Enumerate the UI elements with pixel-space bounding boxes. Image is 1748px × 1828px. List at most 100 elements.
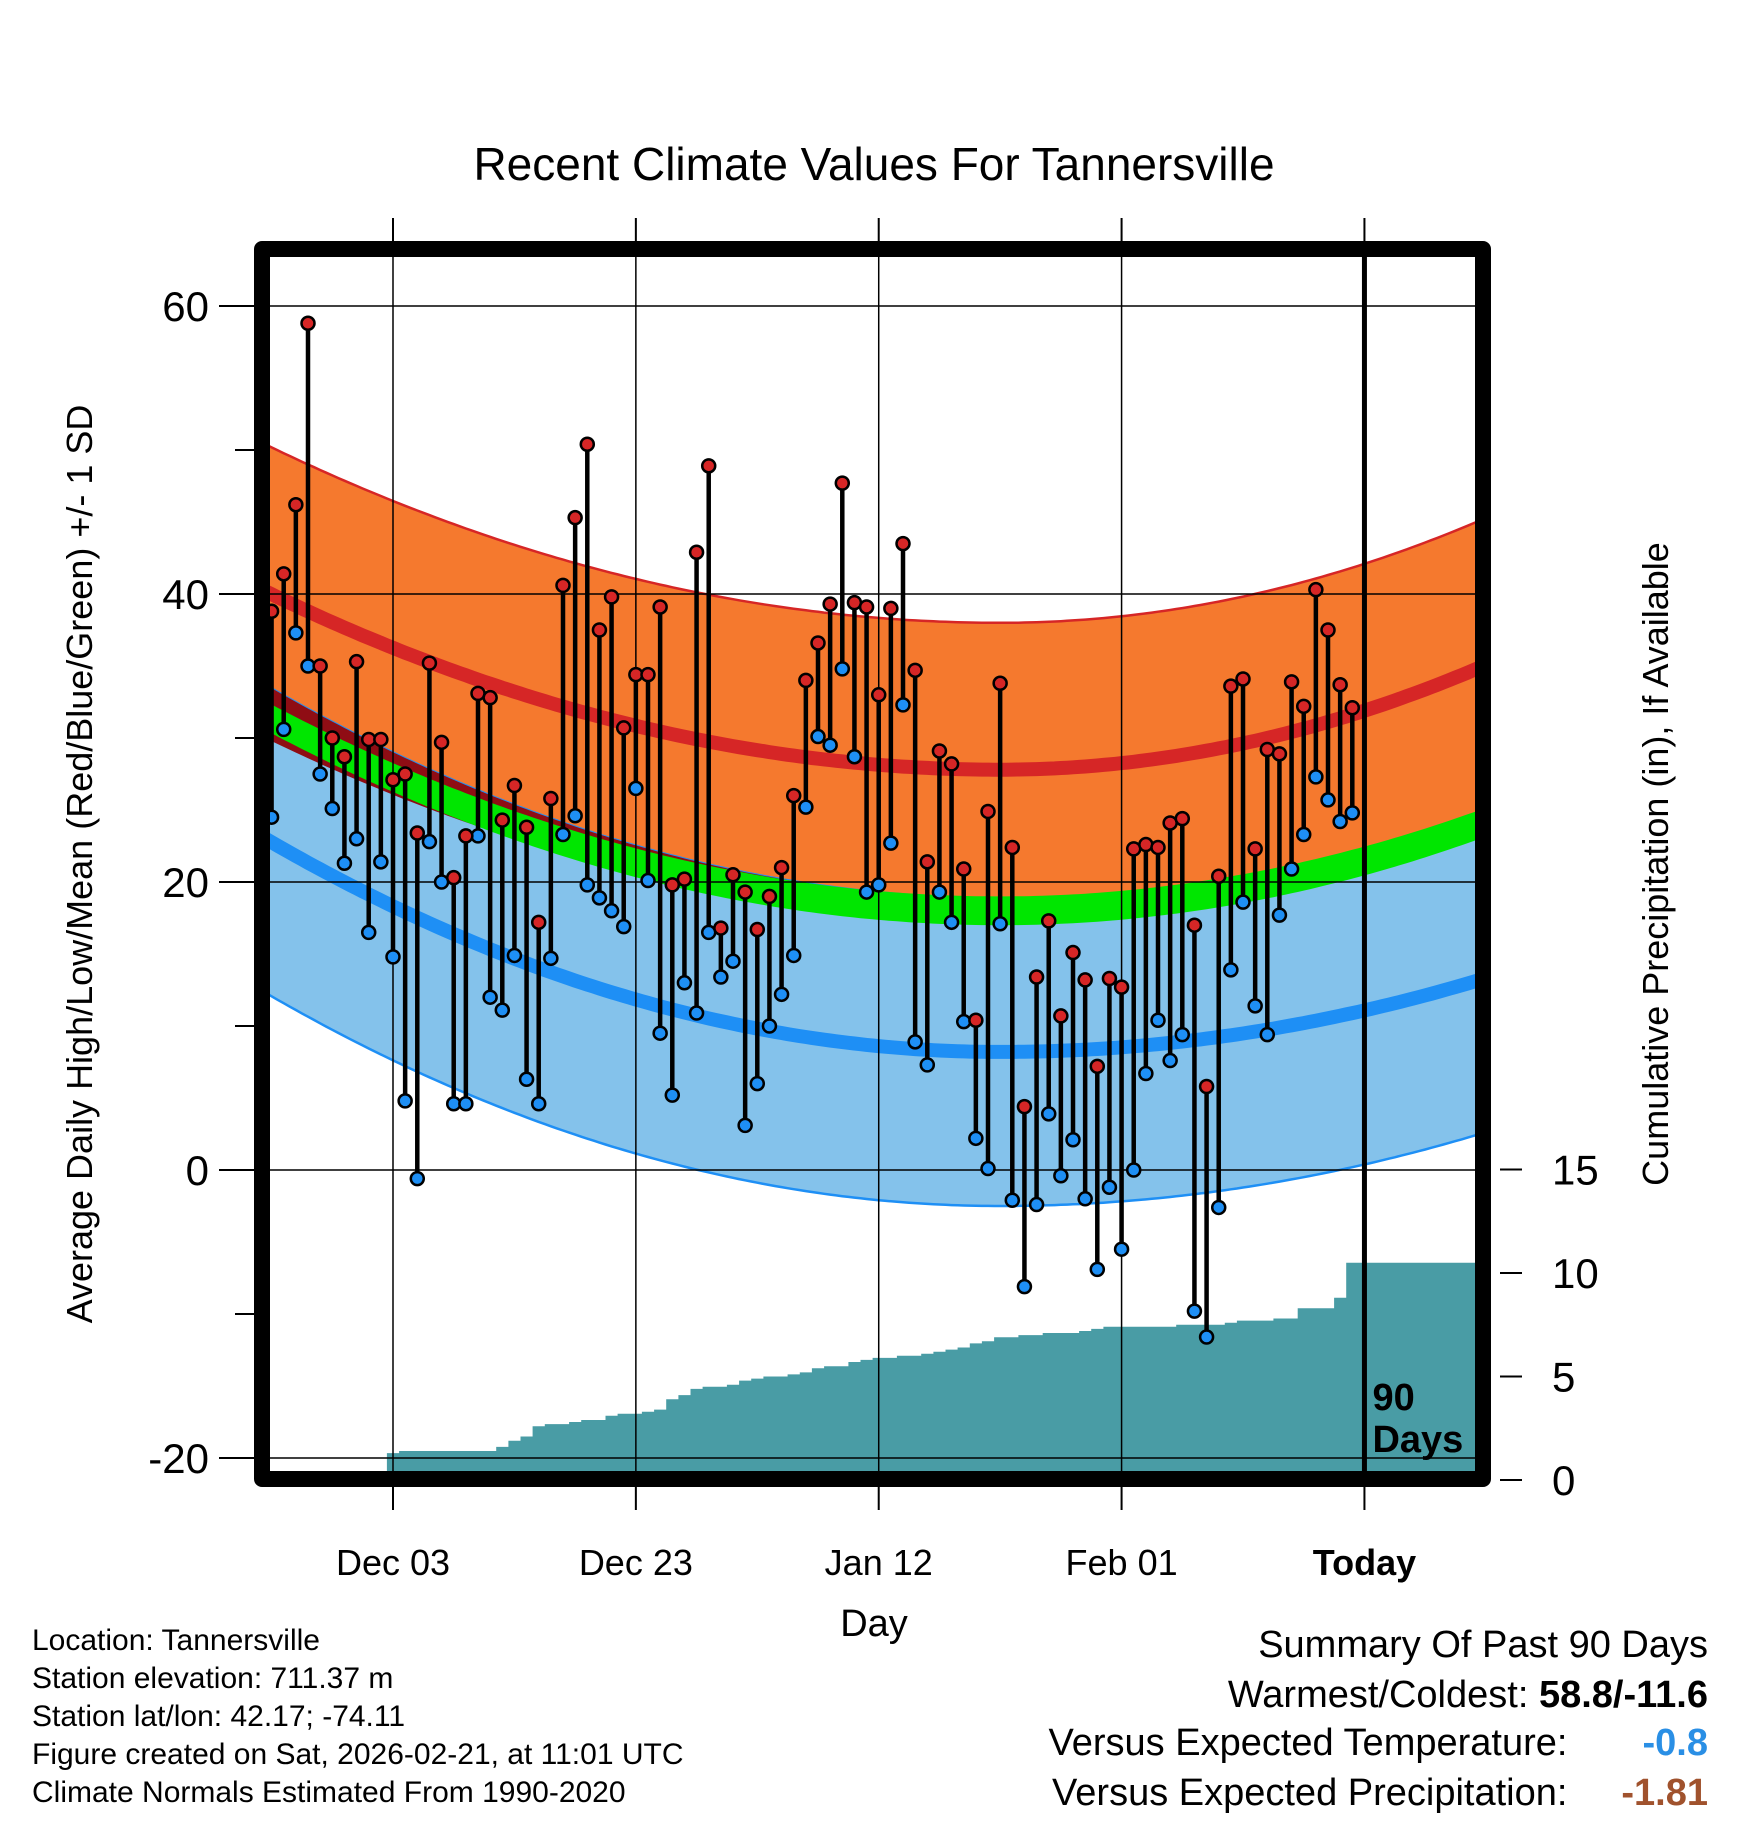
daily-high-point: [1308, 581, 1324, 598]
y-tick-label: 0: [186, 1147, 209, 1194]
daily-high-point: [664, 877, 681, 893]
y2-tick-label: 10: [1552, 1250, 1599, 1297]
daily-low-point: [652, 1025, 668, 1041]
daily-high-point: [458, 828, 474, 844]
daily-high-point: [336, 748, 353, 765]
daily-low-point: [725, 953, 741, 969]
daily-high-point: [883, 600, 899, 617]
daily-low-point: [494, 1002, 511, 1018]
daily-high-point: [773, 859, 790, 876]
daily-high-point: [445, 869, 462, 886]
daily-high-point: [275, 566, 292, 582]
daily-low-point: [1077, 1191, 1093, 1207]
daily-low-point: [628, 780, 644, 797]
low-normal-band: [262, 682, 1480, 1206]
daily-high-point: [397, 766, 413, 782]
daily-low-point: [846, 748, 863, 765]
daily-low-point: [409, 1170, 426, 1187]
mean-normal-band: [262, 699, 1480, 926]
normal-low-line: [262, 828, 1482, 1059]
daily-low-point: [360, 924, 377, 941]
daily-low-point: [1247, 998, 1263, 1014]
daily-low-point: [1065, 1132, 1081, 1148]
daily-low-point: [591, 890, 608, 906]
daily-high-point: [1271, 746, 1288, 762]
daily-high-point: [1198, 1078, 1215, 1095]
daily-high-point: [943, 756, 960, 772]
daily-high-point: [992, 675, 1008, 692]
daily-low-point: [883, 835, 899, 851]
daily-low-point: [1016, 1278, 1033, 1295]
daily-low-point: [312, 766, 328, 782]
daily-low-point: [1101, 1179, 1118, 1196]
daily-high-point: [968, 1012, 984, 1028]
daily-high-point: [1150, 839, 1166, 856]
daily-low-point: [1344, 805, 1361, 821]
daily-high-point: [1186, 917, 1203, 933]
daily-high-point: [421, 655, 438, 671]
daily-high-point: [579, 436, 596, 452]
daily-low-point: [773, 986, 790, 1003]
today-days-word: Days: [1372, 1419, 1463, 1461]
daily-low-point: [785, 947, 802, 964]
daily-low-point: [870, 877, 887, 893]
daily-low-point: [810, 728, 826, 745]
daily-low-point: [458, 1096, 474, 1112]
summary-warmest: Warmest/Coldest: 58.8/-11.6: [1228, 1674, 1708, 1717]
daily-high-point: [895, 535, 911, 552]
daily-high-point: [700, 458, 717, 474]
daily-low-point: [858, 884, 875, 900]
daily-low-point: [1053, 1168, 1069, 1184]
daily-high-point: [1077, 972, 1093, 988]
y2-tick-label: 5: [1552, 1354, 1575, 1401]
daily-high-point: [1053, 1008, 1069, 1024]
daily-low-point: [324, 800, 341, 817]
daily-high-point: [798, 672, 814, 689]
daily-high-point: [567, 509, 583, 526]
daily-low-point: [1138, 1065, 1154, 1082]
daily-low-point: [1089, 1261, 1106, 1278]
daily-low-point: [1186, 1303, 1203, 1319]
today-days-number: 90: [1372, 1377, 1414, 1419]
daily-high-point: [713, 920, 729, 936]
daily-high-point: [312, 658, 328, 674]
daily-low-point: [397, 1093, 413, 1109]
daily-high-point: [1235, 671, 1251, 687]
x-axis-label: Day: [840, 1603, 908, 1645]
daily-low-point: [798, 799, 814, 815]
daily-low-point: [506, 947, 523, 964]
daily-low-point: [1235, 894, 1251, 910]
daily-high-point: [518, 819, 535, 836]
daily-low-point: [1259, 1026, 1276, 1043]
summary-precip-value: -1.81: [1621, 1772, 1708, 1814]
plot-frame: [254, 241, 1491, 1487]
daily-high-point: [1065, 944, 1081, 961]
daily-low-point: [1223, 962, 1239, 978]
y2-tick-label: 15: [1552, 1147, 1599, 1194]
daily-high-point: [348, 653, 365, 670]
daily-low-point: [980, 1160, 996, 1177]
daily-low-point: [931, 884, 948, 900]
daily-high-point: [955, 861, 972, 877]
daily-low-point: [1113, 1241, 1130, 1257]
daily-high-point: [482, 689, 498, 706]
daily-high-point: [1295, 698, 1312, 715]
daily-low-point: [676, 975, 693, 991]
info-created: Figure created on Sat, 2026-02-21, at 11…: [32, 1738, 684, 1771]
daily-high-point: [1089, 1058, 1106, 1075]
daily-low-point: [421, 833, 438, 850]
daily-low-point: [1162, 1052, 1178, 1069]
daily-high-point: [640, 666, 656, 683]
daily-high-point: [494, 812, 511, 828]
precip-area: [262, 1262, 1480, 1480]
daily-low-point: [1320, 792, 1336, 808]
daily-high-point: [615, 720, 632, 736]
daily-high-point: [676, 871, 693, 887]
daily-low-point: [943, 914, 960, 931]
summary-temp-value: -0.8: [1642, 1722, 1708, 1764]
daily-low-point: [907, 1034, 923, 1050]
daily-high-point: [1247, 841, 1263, 857]
y-axis-label: Average Daily High/Low/Mean (Red/Blue/Gr…: [59, 405, 100, 1324]
daily-low-point: [385, 949, 401, 965]
